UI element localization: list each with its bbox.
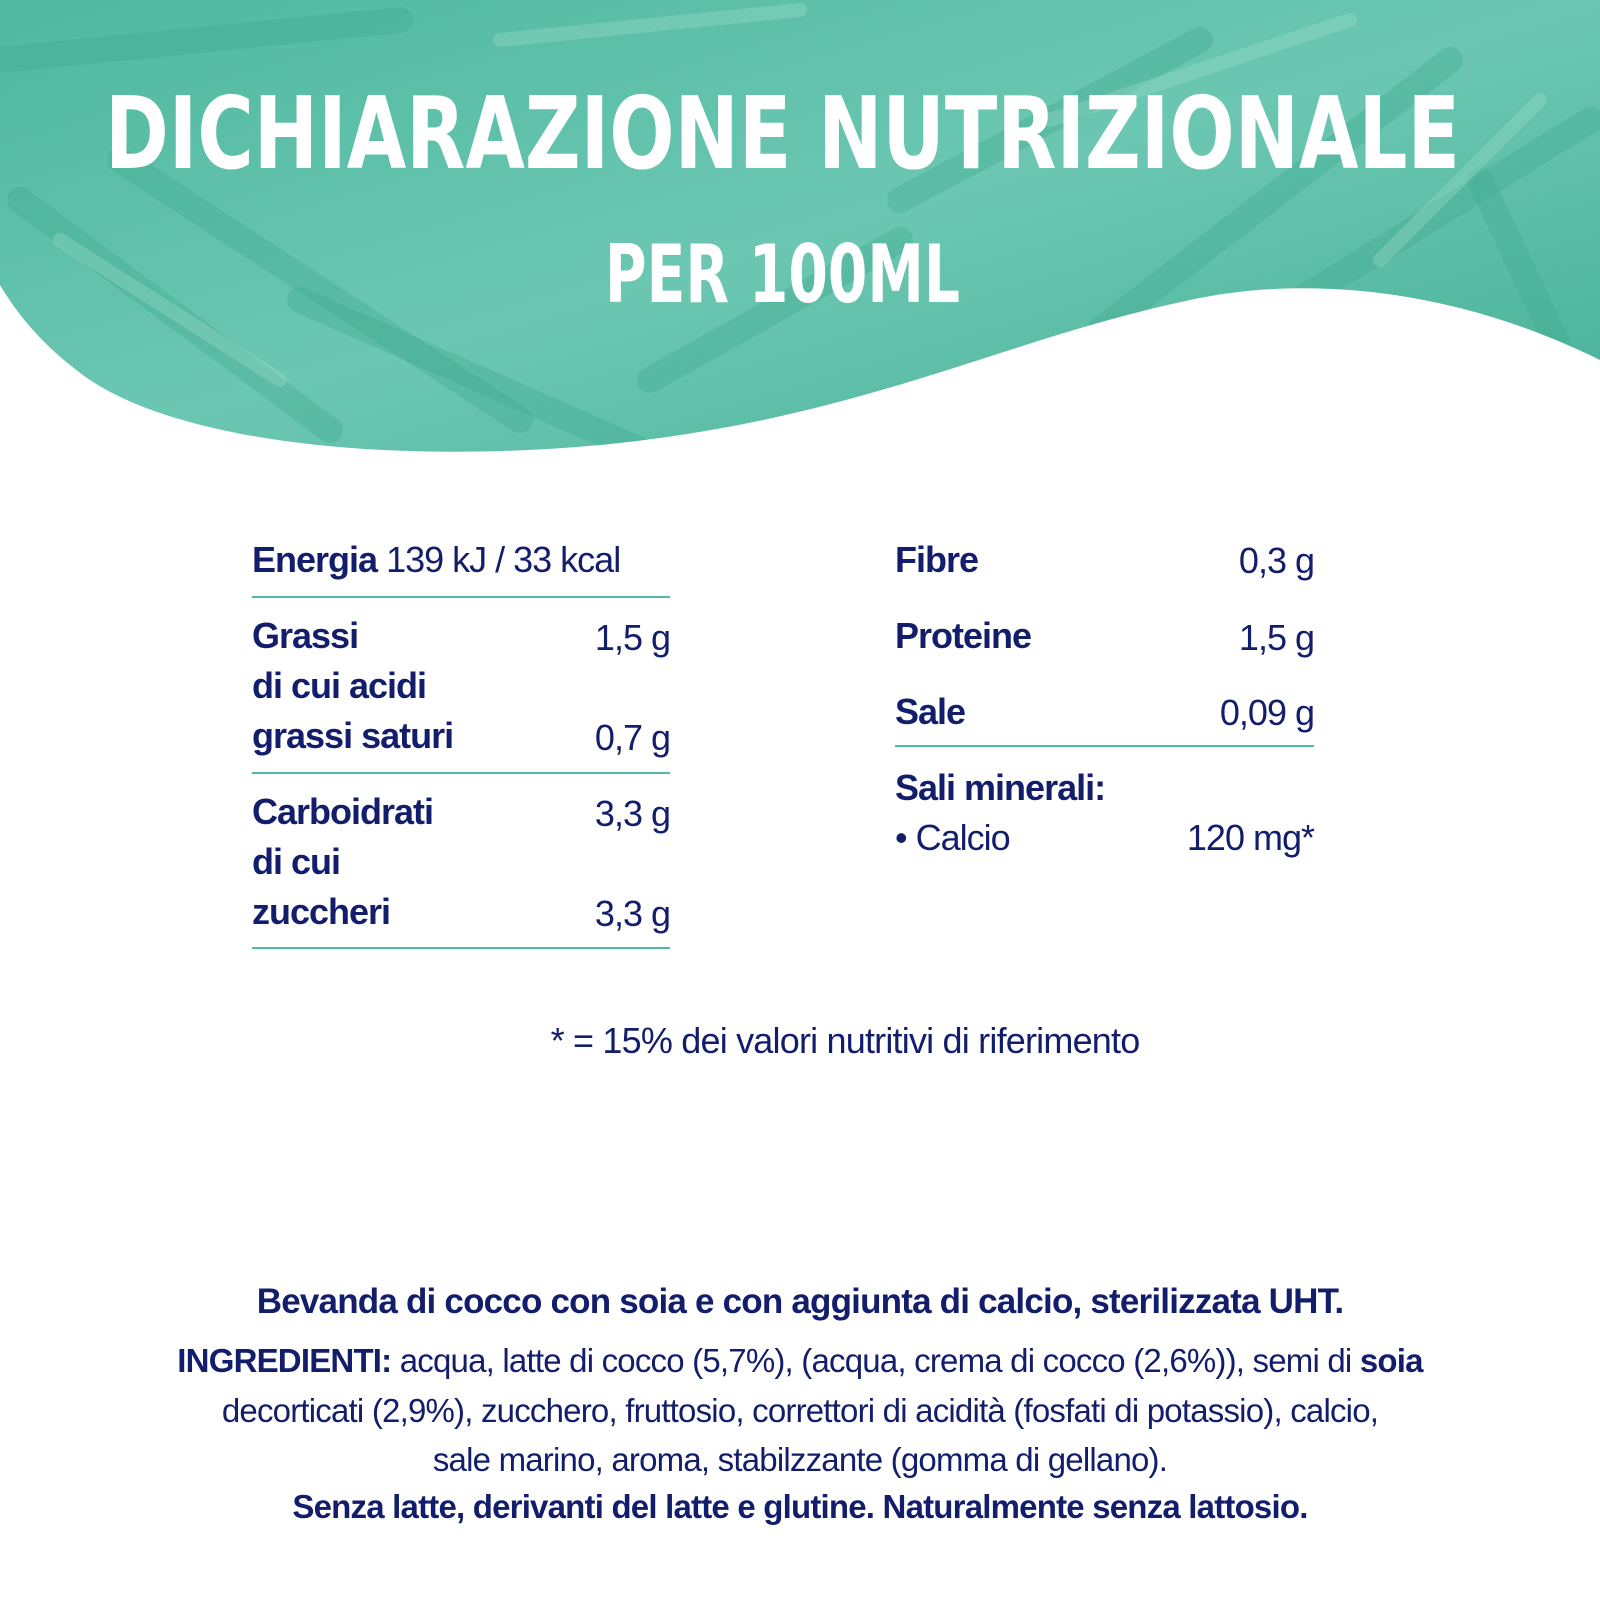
sugars-value: 3,3 g [594, 893, 671, 934]
fibre-label: Fibre [895, 539, 979, 580]
fat-value: 1,5 g [594, 617, 671, 658]
salt-value: 0,09 g [1219, 692, 1315, 733]
protein-label: Proteine [895, 615, 1032, 656]
energy-row: Energia 139 kJ / 33 kcal [252, 540, 670, 580]
saturates-value: 0,7 g [594, 717, 671, 758]
protein-value: 1,5 g [1238, 617, 1315, 658]
calcium-value: 120 mg* [1186, 817, 1315, 858]
ingredients-line-1: INGREDIENTI: acqua, latte di cocco (5,7%… [0, 1342, 1600, 1380]
saturates-label-2: grassi saturi [252, 715, 454, 756]
product-description: Bevanda di cocco con soia e con aggiunta… [256, 1282, 1344, 1321]
fibre-value: 0,3 g [1238, 540, 1315, 581]
footnote: * = 15% dei valori nutritivi di riferime… [550, 1020, 1141, 1061]
ingredients-text-1: acqua, latte di cocco (5,7%), (acqua, cr… [391, 1342, 1360, 1379]
salt-label: Sale [895, 691, 966, 732]
divider [252, 596, 670, 598]
ingredients-line-2: decorticati (2,9%), zucchero, fruttosio,… [221, 1392, 1379, 1429]
header-banner: DICHIARAZIONE NUTRIZIONALE PER 100ML [0, 0, 1600, 452]
sugars-label-2: zuccheri [252, 891, 391, 932]
divider [252, 772, 670, 774]
page-title: DICHIARAZIONE NUTRIZIONALE [105, 75, 1460, 192]
minerals-label: Sali minerali: [895, 767, 1106, 808]
sugars-label-1: di cui [252, 841, 341, 882]
carbs-value: 3,3 g [594, 793, 671, 834]
watercolor-background [0, 0, 1600, 452]
divider [252, 947, 670, 949]
carbs-label: Carboidrati [252, 791, 434, 832]
saturates-label-1: di cui acidi [252, 665, 427, 706]
energy-label: Energia [252, 539, 378, 580]
calcium-label: • Calcio [895, 817, 1011, 858]
ingredients-allergen-soia: soia [1359, 1342, 1424, 1379]
allergen-note: Senza latte, derivanti del latte e gluti… [292, 1488, 1308, 1525]
ingredients-line-3: sale marino, aroma, stabilzzante (gomma … [432, 1441, 1168, 1478]
fat-label: Grassi [252, 615, 359, 656]
ingredients-label: INGREDIENTI: [177, 1342, 392, 1379]
divider [895, 745, 1314, 747]
page-subtitle: PER 100ML [605, 228, 960, 321]
energy-value: 139 kJ / 33 kcal [386, 539, 621, 580]
